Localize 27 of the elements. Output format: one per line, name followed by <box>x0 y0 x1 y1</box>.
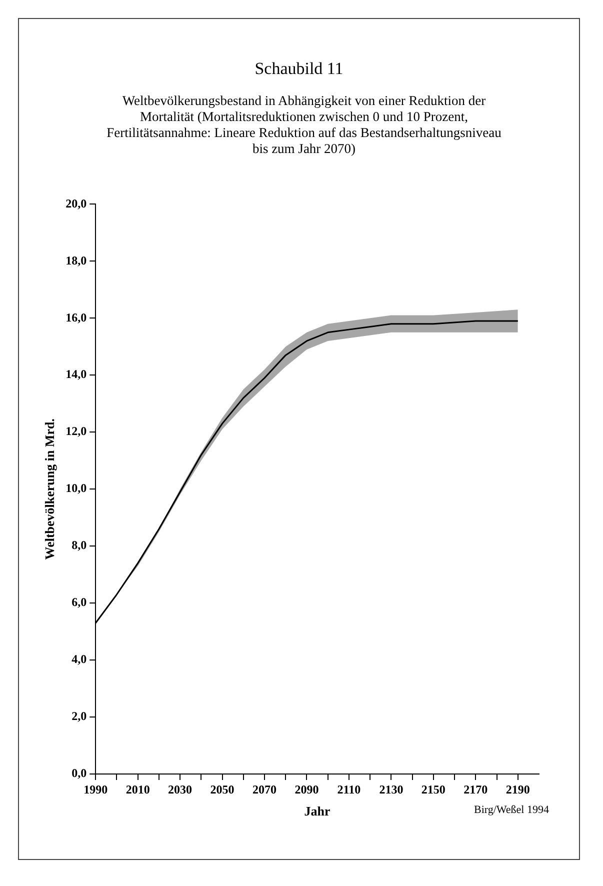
y-tick-label: 12,0 <box>66 424 87 438</box>
x-tick-label: 2130 <box>379 782 404 796</box>
x-tick-label: 2010 <box>126 782 150 796</box>
y-tick-label: 14,0 <box>66 367 87 382</box>
x-tick-label: 2090 <box>294 782 319 796</box>
x-tick-label: 1990 <box>84 782 108 796</box>
y-tick-label: 2,0 <box>72 709 87 724</box>
x-tick-label: 2050 <box>210 782 234 796</box>
x-axis-title: Jahr <box>304 804 331 819</box>
y-tick-label: 20,0 <box>66 196 87 210</box>
x-tick-label: 2110 <box>337 782 361 796</box>
y-tick-label: 4,0 <box>72 652 87 666</box>
y-tick-label: 16,0 <box>66 310 87 324</box>
text: Birg/Weßel 1994 <box>474 804 549 816</box>
y-axis-title: Weltbevölkerung in Mrd. <box>42 418 58 560</box>
y-tick-label: 18,0 <box>66 253 87 268</box>
chart-title: Schaubild 11 <box>254 59 344 79</box>
x-tick-label: 2150 <box>421 782 446 796</box>
y-tick-label: 0,0 <box>72 766 87 780</box>
chart-subtitle: Weltbevölkerungsbestand in Abhängigkeit von einer Reduktion der Mortalität (Mortalitsreduktionen zwischen 0 und 10 Prozent, Fertilitätsannahme: Lineare Reduktion auf das Bestandserhaltungsniveau bis zum Jahr 2070) <box>106 93 502 157</box>
x-tick-label: 2190 <box>506 782 530 796</box>
y-tick-label: 8,0 <box>72 538 87 552</box>
x-tick-label: 2170 <box>464 782 488 796</box>
y-tick-label: 10,0 <box>66 481 87 496</box>
x-tick-label: 2030 <box>168 782 192 796</box>
y-tick-label: 6,0 <box>72 595 87 610</box>
x-tick-label: 2070 <box>252 782 277 796</box>
